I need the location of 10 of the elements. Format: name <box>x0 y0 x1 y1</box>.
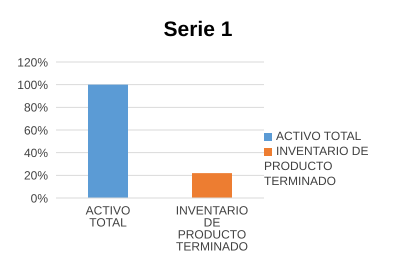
y-tick-label: 40% <box>24 146 48 160</box>
y-tick-label: 20% <box>24 168 48 183</box>
y-tick-label: 120% <box>17 55 48 70</box>
y-tick-label: 100% <box>17 78 48 92</box>
y-tick-label: 60% <box>24 123 48 138</box>
legend-label: ACTIVO TOTAL <box>276 129 362 143</box>
chart-title: Serie 1 <box>162 17 234 43</box>
legend-label: INVENTARIO DE PRODUCTO TERMINADO <box>264 144 368 188</box>
y-tick-label: 0% <box>30 191 48 206</box>
y-tick-label: 80% <box>24 100 48 115</box>
